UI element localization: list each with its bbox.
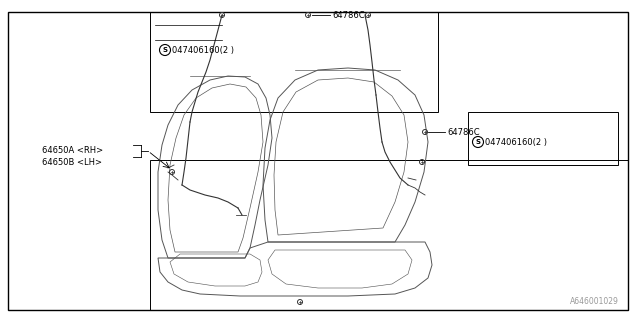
Bar: [468, 112, 618, 165]
Text: A646001029: A646001029: [570, 297, 619, 306]
Text: 64650A <RH>: 64650A <RH>: [42, 146, 103, 155]
Text: 64786C: 64786C: [447, 127, 479, 137]
Bar: [150, 12, 438, 112]
Text: S: S: [476, 139, 481, 145]
Text: 64650B <LH>: 64650B <LH>: [42, 157, 102, 166]
Text: 047406160(2 ): 047406160(2 ): [485, 138, 547, 147]
Bar: [150, 160, 628, 310]
Text: 64786C: 64786C: [332, 11, 365, 20]
Text: S: S: [163, 47, 168, 53]
Text: 047406160(2 ): 047406160(2 ): [172, 45, 234, 54]
